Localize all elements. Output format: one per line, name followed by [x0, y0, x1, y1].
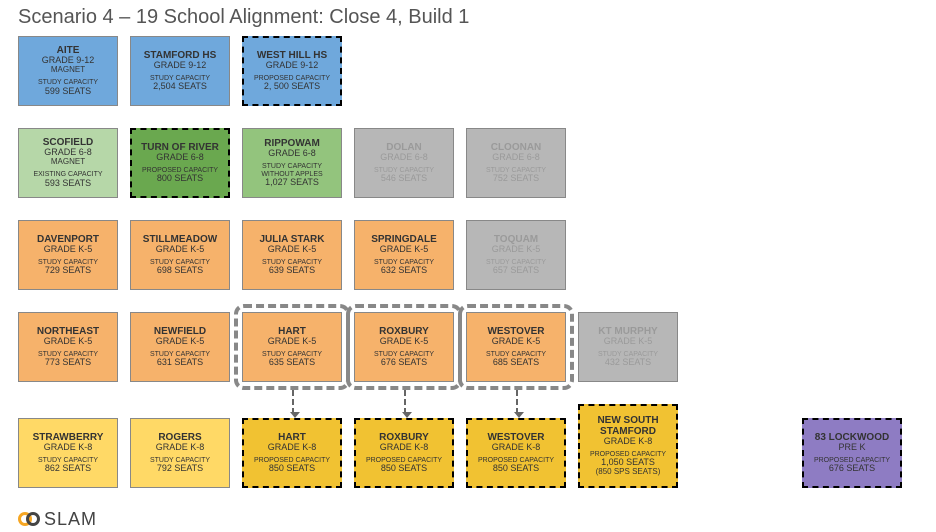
school-card-ktmurphy: KT MURPHYGRADE K-5STUDY CAPACITY432 SEAT… [578, 312, 678, 382]
school-card-toquam: TOQUAMGRADE K-5STUDY CAPACITY657 SEATS [466, 220, 566, 290]
school-card-hart: HARTGRADE K-5STUDY CAPACITY635 SEATS [242, 312, 342, 382]
seats-note: (850 SPS SEATS) [596, 468, 661, 477]
school-grade: GRADE K-5 [156, 337, 205, 347]
school-card-turnofriver: TURN OF RIVERGRADE 6-8PROPOSED CAPACITY8… [130, 128, 230, 198]
school-card-davenport: DAVENPORTGRADE K-5STUDY CAPACITY729 SEAT… [18, 220, 118, 290]
page-title: Scenario 4 – 19 School Alignment: Close … [18, 6, 469, 29]
school-grade: GRADE K-5 [44, 337, 93, 347]
arrow-down-icon [404, 390, 406, 414]
seats: 2, 500 SEATS [264, 82, 320, 92]
school-grade: GRADE K-5 [380, 337, 429, 347]
school-grade: GRADE K-5 [268, 337, 317, 347]
school-grade: GRADE K-5 [380, 245, 429, 255]
school-grade: GRADE K-5 [604, 337, 653, 347]
seats: 850 SEATS [381, 464, 427, 474]
logo-text: SLAM [44, 509, 97, 530]
school-card-westhillhs: WEST HILL HSGRADE 9-12PROPOSED CAPACITY2… [242, 36, 342, 106]
seats: 685 SEATS [493, 358, 539, 368]
seats: 631 SEATS [157, 358, 203, 368]
logo-icon [18, 508, 40, 530]
school-card-aite: AITEGRADE 9-12MAGNETSTUDY CAPACITY599 SE… [18, 36, 118, 106]
school-grade: GRADE K-8 [268, 443, 317, 453]
school-grade: GRADE 9-12 [266, 61, 319, 71]
school-extra: MAGNET [51, 66, 85, 75]
school-card-rogers: ROGERSGRADE K-8STUDY CAPACITY792 SEATS [130, 418, 230, 488]
seats: 800 SEATS [157, 174, 203, 184]
school-card-roxbury: ROXBURYGRADE K-5STUDY CAPACITY676 SEATS [354, 312, 454, 382]
seats: 639 SEATS [269, 266, 315, 276]
seats: 432 SEATS [605, 358, 651, 368]
school-grade: GRADE 6-8 [268, 149, 316, 159]
seats: 850 SEATS [269, 464, 315, 474]
seats: 862 SEATS [45, 464, 91, 474]
school-card-northeast: NORTHEASTGRADE K-5STUDY CAPACITY773 SEAT… [18, 312, 118, 382]
seats: 593 SEATS [45, 179, 91, 189]
school-card-hart-k8: HARTGRADE K-8PROPOSED CAPACITY850 SEATS [242, 418, 342, 488]
school-card-rippowam: RIPPOWAMGRADE 6-8STUDY CAPACITY WITHOUT … [242, 128, 342, 198]
school-card-roxbury-k8: ROXBURYGRADE K-8PROPOSED CAPACITY850 SEA… [354, 418, 454, 488]
school-grade: GRADE K-5 [492, 245, 541, 255]
school-grade: GRADE 6-8 [380, 153, 428, 163]
school-card-westover: WESTOVERGRADE K-5STUDY CAPACITY685 SEATS [466, 312, 566, 382]
school-grade: GRADE K-8 [44, 443, 93, 453]
school-grade: GRADE K-8 [492, 443, 541, 453]
seats: 676 SEATS [381, 358, 427, 368]
school-card-stillmeadow: STILLMEADOWGRADE K-5STUDY CAPACITY698 SE… [130, 220, 230, 290]
school-card-westover-k8: WESTOVERGRADE K-8PROPOSED CAPACITY850 SE… [466, 418, 566, 488]
seats: 698 SEATS [157, 266, 203, 276]
seats: 850 SEATS [493, 464, 539, 474]
seats: 1,027 SEATS [265, 178, 319, 188]
school-extra: MAGNET [51, 158, 85, 167]
school-card-newsouth: NEW SOUTH STAMFORDGRADE K-8PROPOSED CAPA… [578, 404, 678, 488]
school-grade: GRADE K-8 [604, 437, 653, 447]
capacity-label: STUDY CAPACITY WITHOUT APPLES [245, 163, 339, 178]
arrow-down-icon [292, 390, 294, 414]
school-card-scofield: SCOFIELDGRADE 6-8MAGNETEXISTING CAPACITY… [18, 128, 118, 198]
seats: 657 SEATS [493, 266, 539, 276]
seats: 599 SEATS [45, 87, 91, 97]
school-grade: GRADE K-5 [44, 245, 93, 255]
school-card-lockwood: 83 LOCKWOODPRE KPROPOSED CAPACITY676 SEA… [802, 418, 902, 488]
school-grade: GRADE 6-8 [156, 153, 204, 163]
school-name: NEW SOUTH STAMFORD [582, 415, 674, 437]
seats: 676 SEATS [829, 464, 875, 474]
school-grade: GRADE 6-8 [492, 153, 540, 163]
seats: 773 SEATS [45, 358, 91, 368]
school-card-stamfordhs: STAMFORD HSGRADE 9-12STUDY CAPACITY2,504… [130, 36, 230, 106]
seats: 632 SEATS [381, 266, 427, 276]
arrow-down-icon [516, 390, 518, 414]
school-card-newfield: NEWFIELDGRADE K-5STUDY CAPACITY631 SEATS [130, 312, 230, 382]
school-grade: GRADE K-5 [492, 337, 541, 347]
school-card-cloonan: CLOONANGRADE 6-8STUDY CAPACITY752 SEATS [466, 128, 566, 198]
seats: 792 SEATS [157, 464, 203, 474]
school-grade: GRADE K-8 [156, 443, 205, 453]
school-card-strawberry: STRAWBERRYGRADE K-8STUDY CAPACITY862 SEA… [18, 418, 118, 488]
school-grade: GRADE K-5 [156, 245, 205, 255]
school-card-dolan: DOLANGRADE 6-8STUDY CAPACITY546 SEATS [354, 128, 454, 198]
seats: 2,504 SEATS [153, 82, 207, 92]
seats: 729 SEATS [45, 266, 91, 276]
logo: SLAM [18, 508, 97, 530]
seats: 635 SEATS [269, 358, 315, 368]
school-card-juliastark: JULIA STARKGRADE K-5STUDY CAPACITY639 SE… [242, 220, 342, 290]
school-grade: GRADE K-5 [268, 245, 317, 255]
seats: 752 SEATS [493, 174, 539, 184]
school-grade: GRADE K-8 [380, 443, 429, 453]
school-grade: PRE K [838, 443, 865, 453]
school-grade: GRADE 9-12 [154, 61, 207, 71]
school-card-springdale: SPRINGDALEGRADE K-5STUDY CAPACITY632 SEA… [354, 220, 454, 290]
seats: 546 SEATS [381, 174, 427, 184]
